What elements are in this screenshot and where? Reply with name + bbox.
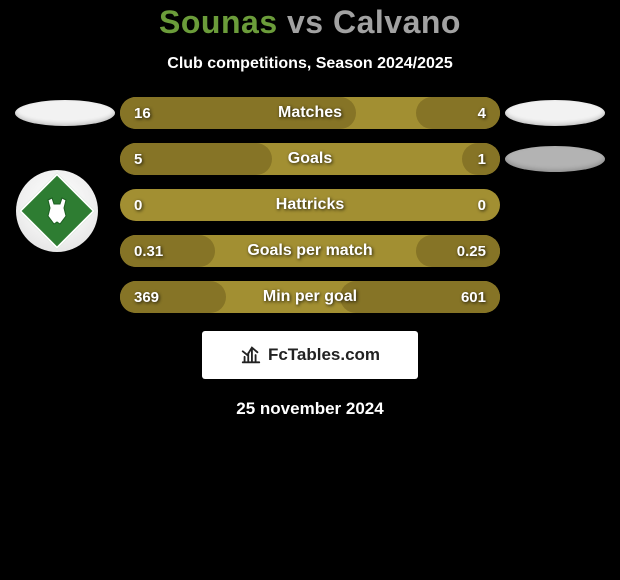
- bar-right-fill: [416, 97, 500, 129]
- subtitle: Club competitions, Season 2024/2025: [0, 55, 620, 73]
- player2-badge-ellipse-2: [505, 146, 605, 172]
- title-player2: Calvano: [333, 4, 461, 40]
- stat-bar-goals-per-match: 0.31 Goals per match 0.25: [120, 235, 500, 267]
- stat-bar-hattricks: 0 Hattricks 0: [120, 189, 500, 221]
- stat-value-left: 0: [134, 197, 142, 214]
- stat-value-left: 5: [134, 151, 142, 168]
- comparison-infographic: Sounas vs Calvano Club competitions, Sea…: [0, 0, 620, 419]
- bar-chart-icon: [240, 344, 262, 366]
- player1-badge-ellipse: [15, 100, 115, 126]
- date-line: 25 november 2024: [0, 399, 620, 419]
- stat-bar-matches: 16 Matches 4: [120, 97, 500, 129]
- stat-value-left: 369: [134, 289, 159, 306]
- player2-badge-ellipse-1: [505, 100, 605, 126]
- stat-bar-min-per-goal: 369 Min per goal 601: [120, 281, 500, 313]
- player1-club-logo: [16, 170, 98, 252]
- page-title: Sounas vs Calvano: [0, 4, 620, 41]
- title-vs: vs: [287, 4, 324, 40]
- stat-value-left: 0.31: [134, 243, 163, 260]
- stat-value-right: 0.25: [457, 243, 486, 260]
- row-matches: 16 Matches 4: [0, 97, 620, 129]
- right-badge-slot-1: [500, 100, 610, 126]
- right-badge-slot-2: [500, 146, 610, 172]
- stat-value-right: 0: [478, 197, 486, 214]
- title-player1: Sounas: [159, 4, 278, 40]
- stat-label: Matches: [278, 104, 342, 122]
- stat-bar-goals: 5 Goals 1: [120, 143, 500, 175]
- wolf-icon: [40, 194, 74, 228]
- bars-stack: 0 Hattricks 0 0.31 Goals per match 0.25 …: [120, 189, 500, 313]
- stat-value-right: 601: [461, 289, 486, 306]
- stat-label: Min per goal: [263, 288, 357, 306]
- club-logo-diamond: [19, 173, 95, 249]
- stat-value-right: 1: [478, 151, 486, 168]
- stat-value-right: 4: [478, 105, 486, 122]
- left-badge-slot-1: [10, 100, 120, 126]
- stat-label: Hattricks: [276, 196, 344, 214]
- stat-value-left: 16: [134, 105, 151, 122]
- watermark-badge: FcTables.com: [202, 331, 418, 379]
- watermark-text: FcTables.com: [268, 345, 380, 365]
- bar-left-fill: [120, 143, 272, 175]
- player1-club-logo-wrap: [16, 170, 98, 252]
- stat-label: Goals: [288, 150, 332, 168]
- stat-label: Goals per match: [247, 242, 372, 260]
